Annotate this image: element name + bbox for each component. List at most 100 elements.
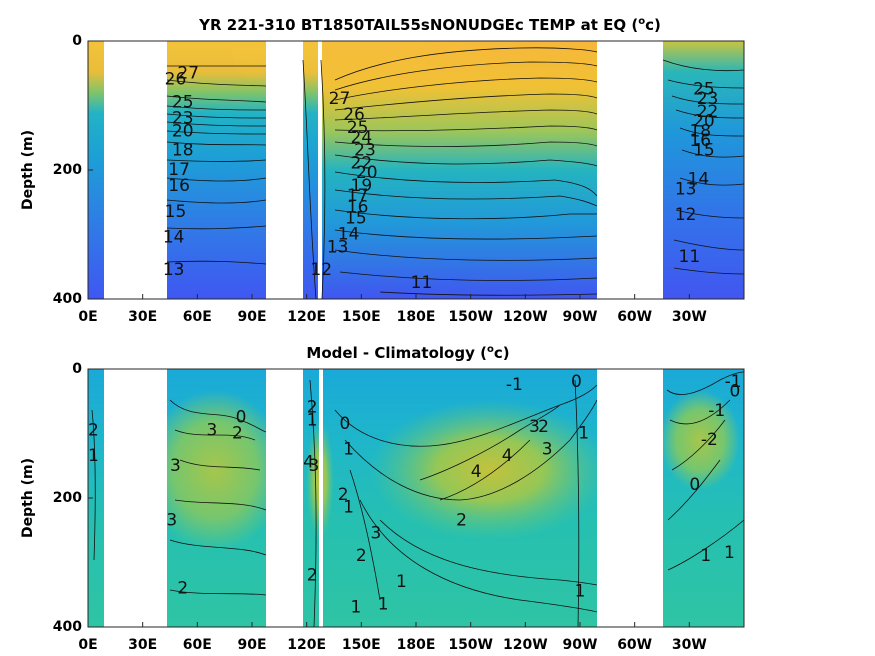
bottom-contour-label: 1: [724, 543, 735, 563]
bottom-contour-label: 1: [307, 411, 318, 431]
top-heatmap: [88, 41, 744, 299]
bottom-x-tick-label: 30W: [672, 637, 707, 653]
top-contour-label: 16: [347, 197, 369, 217]
top-land-indonesia: [266, 41, 303, 299]
bottom-contour-label: -1: [708, 401, 725, 421]
bottom-contour-label: 1: [350, 598, 361, 618]
top-contour-label: 14: [338, 225, 360, 245]
top-x-tick-label: 120E: [287, 309, 326, 325]
top-contour-label: 20: [693, 112, 715, 132]
top-contour-label: 16: [689, 131, 711, 151]
top-field-atlantic: [663, 41, 744, 299]
top-x-tick-label: 180E: [397, 309, 436, 325]
top-panel: YR 221-310 BT1850TAIL55sNONUDGEc TEMP at…: [20, 16, 745, 325]
bottom-contour-label: 0: [236, 407, 247, 427]
top-x-tick-label: 120W: [503, 309, 548, 325]
bottom-panel: Model - Climatology (oc): [20, 344, 745, 653]
bottom-contour-label: 3: [542, 440, 553, 460]
top-contour-label: 12: [675, 205, 697, 225]
bottom-contour-label: 1: [378, 594, 389, 614]
top-contour-label: 15: [345, 208, 367, 228]
top-contour-label: 13: [675, 179, 697, 199]
bottom-x-tick-label: 180E: [397, 637, 436, 653]
top-x-tick-label: 30W: [672, 309, 707, 325]
top-contour-label: 26: [343, 105, 365, 125]
bottom-contour-label: 0: [571, 372, 582, 392]
bottom-contour-label: 4: [303, 453, 314, 473]
bottom-x-tick-label: 60E: [183, 637, 212, 653]
top-contour-label: 25: [347, 118, 369, 138]
bottom-contour-label: -2: [701, 430, 718, 450]
bottom-contour-label: 2: [232, 424, 243, 444]
bottom-contour-label: 1: [700, 546, 711, 566]
top-contour-label: 26: [165, 70, 187, 90]
bottom-contour-label: 3: [170, 456, 181, 476]
top-contour-label: 22: [697, 102, 719, 122]
bottom-contour-label: 4: [471, 462, 482, 482]
top-x-tick-label: 30E: [128, 309, 157, 325]
bottom-title-unit: o: [487, 344, 494, 355]
bottom-x-ticks: 0E 30E 60E 90E 120E 150E 180E 150W 120W 90W 60W 30W: [78, 622, 707, 653]
bottom-contour-label: -1: [506, 375, 523, 395]
bottom-contour-label: 3: [529, 417, 540, 437]
top-contour-label: 14: [163, 228, 185, 248]
top-y-tick-label: 200: [53, 162, 82, 178]
bottom-land-indonesia: [266, 369, 303, 627]
bottom-contour-label: 3: [370, 523, 381, 543]
top-y-tick-label: 0: [72, 33, 82, 49]
top-contour-labels: 2726252320181716151413272625242322201917…: [163, 63, 719, 293]
top-contour-label: 23: [172, 108, 194, 128]
top-contour-label: 13: [163, 260, 185, 280]
bottom-x-tick-label: 150W: [448, 637, 493, 653]
bottom-contour-label: 1: [88, 446, 99, 466]
bottom-y-axis-label: Depth (m): [20, 458, 36, 538]
bottom-contour-label: 1: [578, 424, 589, 444]
top-land-africa: [104, 41, 167, 299]
bottom-x-tick-label: 120W: [503, 637, 548, 653]
bottom-x-tick-label: 150E: [342, 637, 381, 653]
bottom-contours: [91, 371, 744, 627]
bottom-y-tick-label: 200: [53, 490, 82, 506]
bottom-contour-label: 1: [396, 572, 407, 592]
bottom-contour-label: 2: [88, 420, 99, 440]
bottom-io-anomaly: [145, 390, 285, 550]
top-x-tick-label: 60E: [183, 309, 212, 325]
top-contour-label: 18: [689, 121, 711, 141]
top-x-tick-label: 150E: [342, 309, 381, 325]
top-land-sliver: [318, 41, 322, 299]
bottom-contour-label: 1: [575, 582, 586, 602]
bottom-y-tick-label: 0: [72, 361, 82, 377]
top-x-ticks: 0E 30E 60E 90E 120E 150E 180E 150W 120W 90W 60W 30W: [78, 294, 707, 325]
top-warm-pool: [230, 41, 610, 136]
bottom-contour-label: 2: [538, 417, 549, 437]
top-field-west-strip: [88, 41, 104, 299]
bottom-contour-label: 2: [307, 398, 318, 418]
bottom-land-africa: [104, 369, 167, 627]
top-contour-label: 25: [172, 92, 194, 112]
top-contour-label: 24: [351, 128, 373, 148]
bottom-contour-label: 4: [502, 446, 513, 466]
top-panel-title: YR 221-310 BT1850TAIL55sNONUDGEc TEMP at…: [198, 16, 661, 34]
top-y-axis-label: Depth (m): [20, 130, 36, 210]
top-title-unit: o: [638, 16, 645, 27]
bottom-contour-label: 2: [356, 546, 367, 566]
bottom-y-tick-label: 400: [53, 619, 82, 635]
bottom-title-main: Model - Climatology (: [306, 344, 487, 362]
top-contour-label: 11: [411, 273, 433, 293]
top-contour-label: 17: [168, 160, 190, 180]
bottom-panel-title: Model - Climatology (oc): [306, 344, 509, 362]
top-land-americas: [597, 41, 663, 299]
top-y-tick-label: 400: [53, 291, 82, 307]
bottom-pacific-anomaly: [370, 400, 610, 540]
bottom-contour-label: 2: [338, 485, 349, 505]
bottom-contour-label: 0: [689, 475, 700, 495]
top-contour-label: 27: [177, 63, 199, 83]
bottom-x-tick-label: 90W: [563, 637, 598, 653]
top-contour-label: 14: [688, 170, 710, 190]
top-contour-label: 16: [168, 176, 190, 196]
bottom-x-tick-label: 90E: [237, 637, 266, 653]
bottom-title-suffix: c): [494, 344, 510, 362]
top-contour-label: 15: [693, 141, 715, 161]
bottom-x-tick-label: 0E: [78, 637, 97, 653]
